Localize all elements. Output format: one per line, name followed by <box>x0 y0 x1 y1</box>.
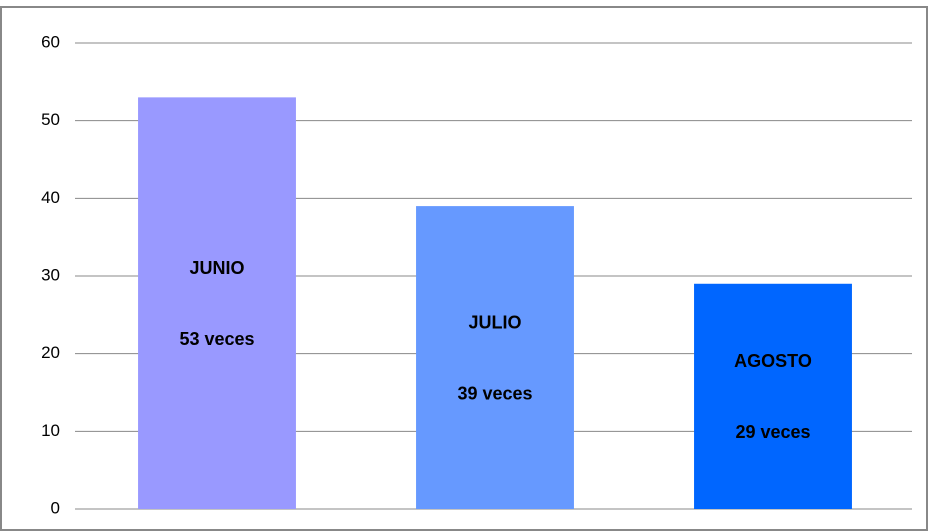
y-tick-label: 20 <box>41 343 60 362</box>
bar-category-label: JULIO <box>468 312 521 332</box>
y-tick-label: 0 <box>51 498 60 517</box>
y-tick-label: 10 <box>41 421 60 440</box>
bar <box>694 283 852 509</box>
y-tick-label: 50 <box>41 110 60 129</box>
bar-value-label: 39 veces <box>457 383 532 403</box>
bar <box>138 97 296 509</box>
y-tick-label: 30 <box>41 265 60 284</box>
bar-value-label: 53 veces <box>179 329 254 349</box>
bar-value-label: 29 veces <box>735 422 810 442</box>
y-tick-label: 60 <box>41 32 60 51</box>
bar <box>416 206 574 509</box>
y-tick-label: 40 <box>41 188 60 207</box>
bar-category-label: JUNIO <box>189 258 244 278</box>
bar-category-label: AGOSTO <box>734 351 812 371</box>
